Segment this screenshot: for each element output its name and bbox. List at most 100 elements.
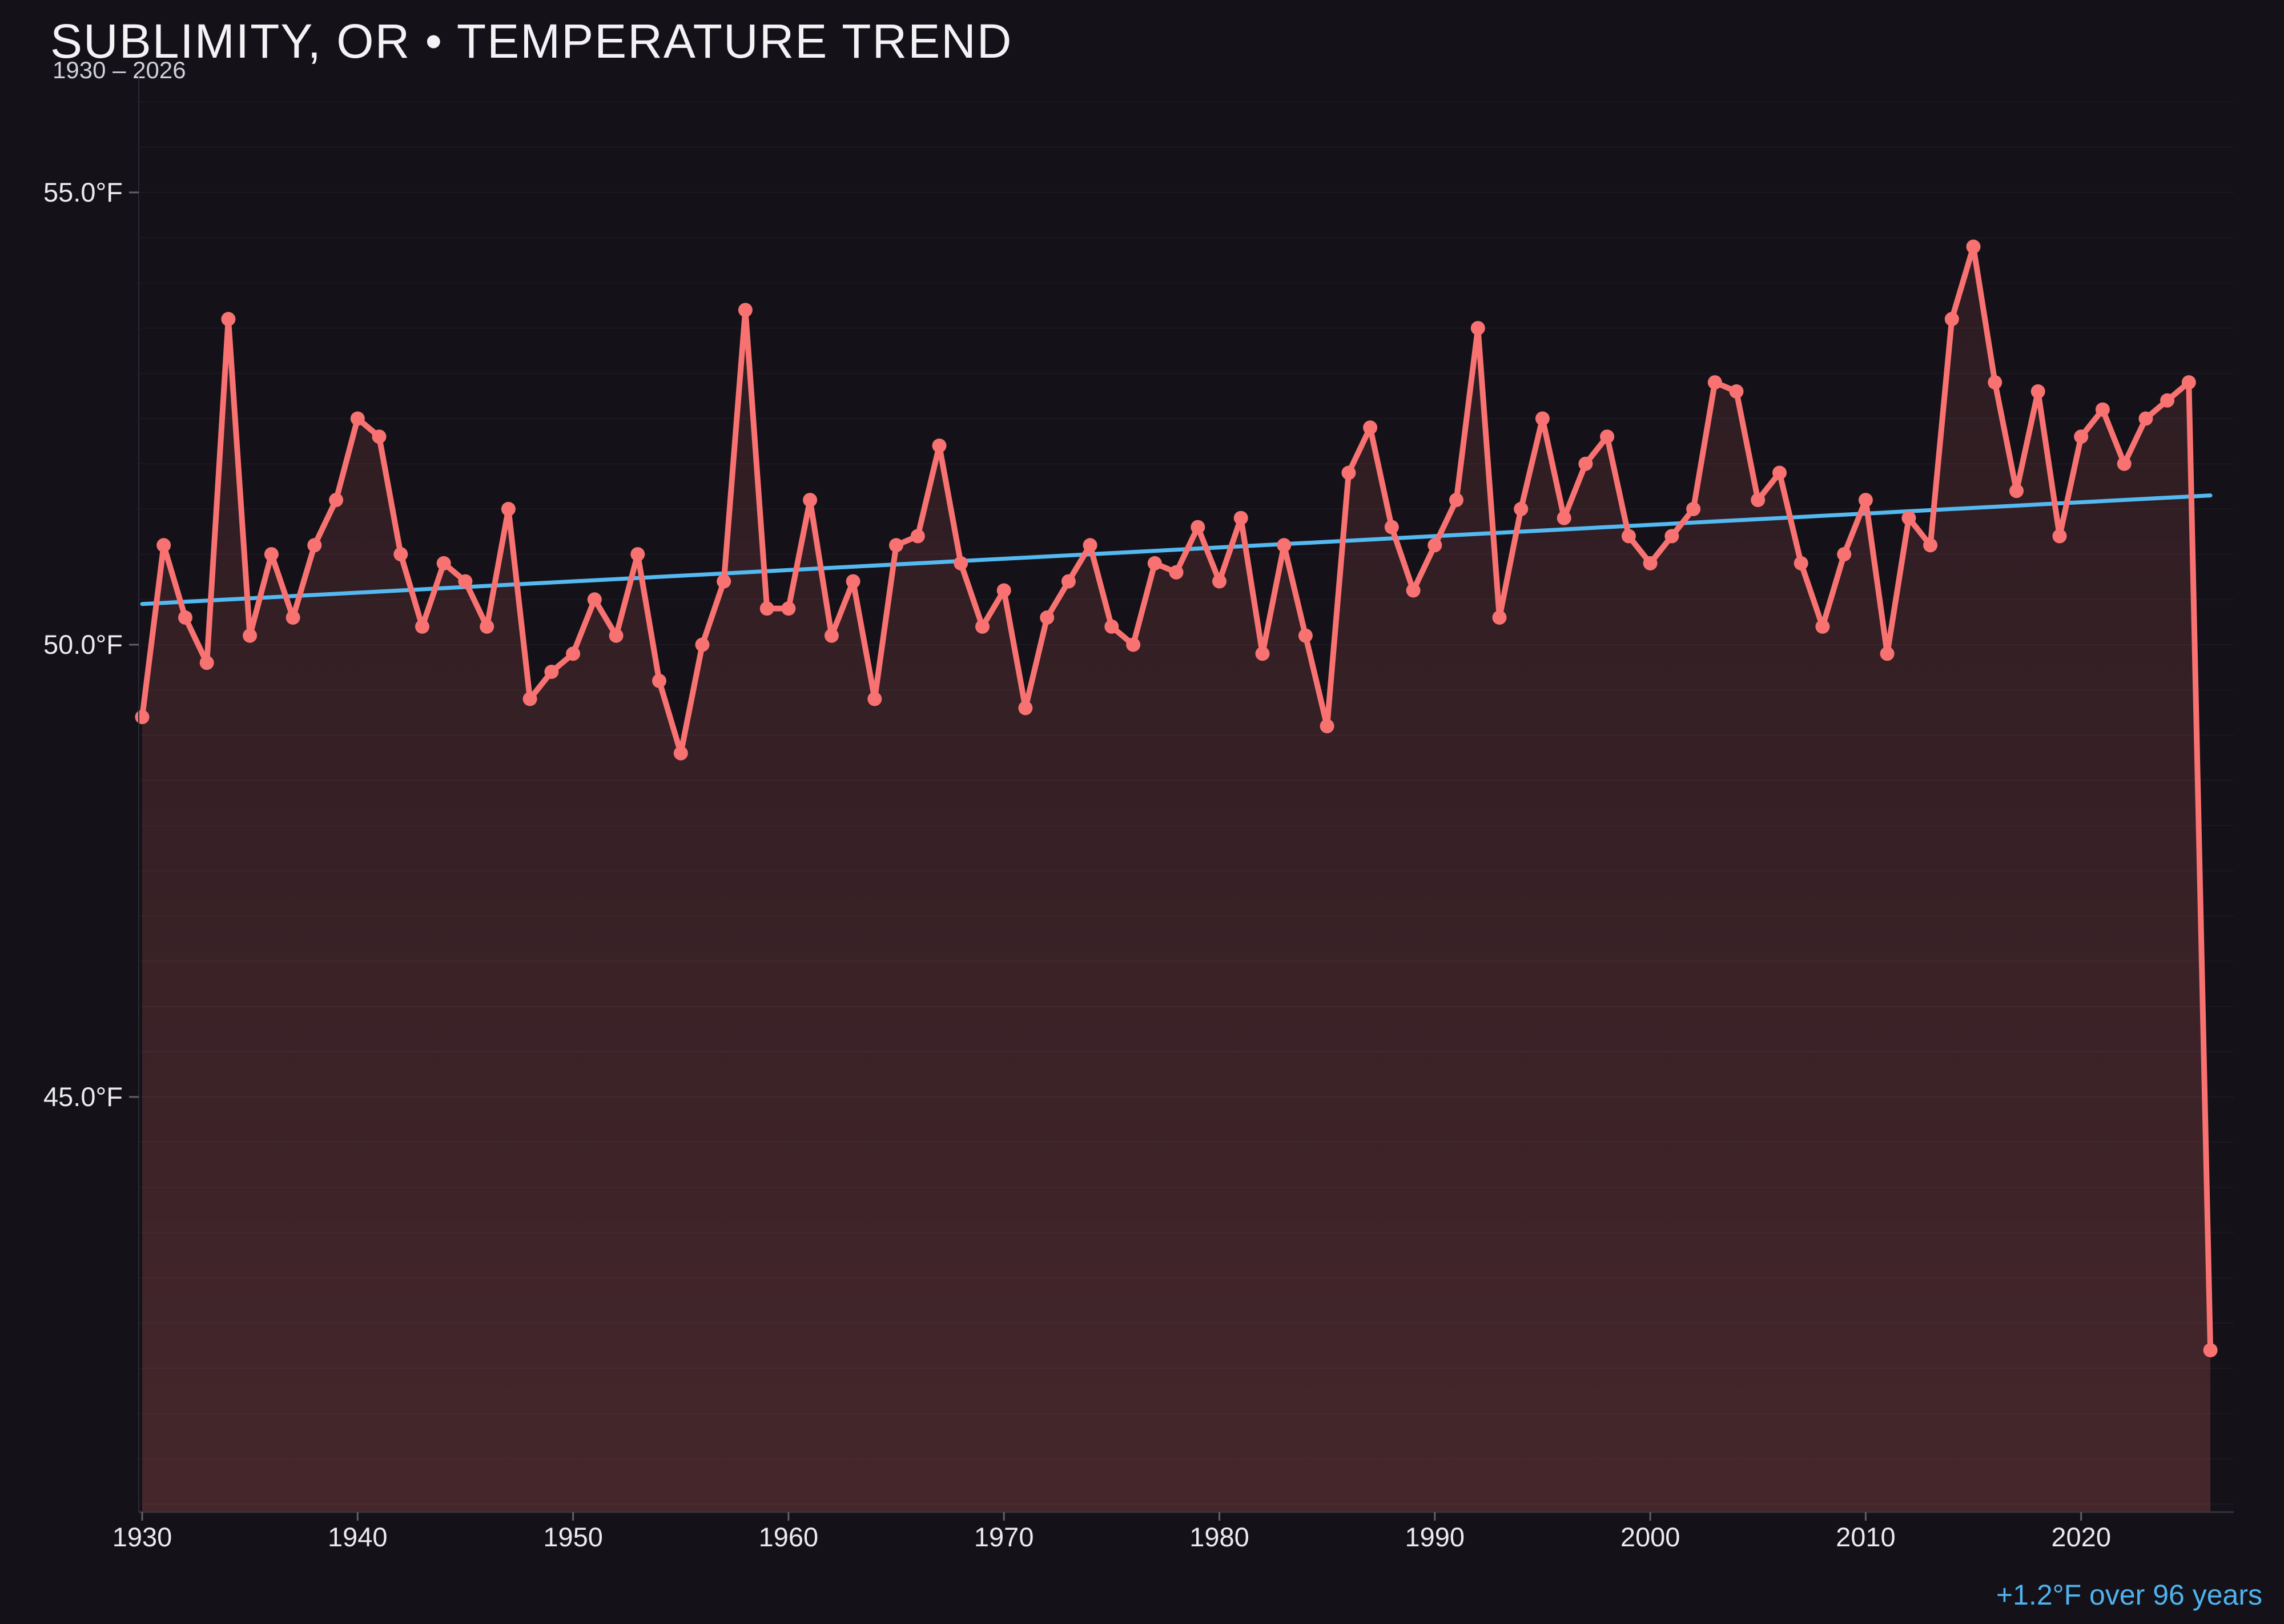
data-point	[1191, 520, 1205, 534]
data-point	[1061, 574, 1076, 589]
data-point	[350, 411, 365, 426]
data-point	[286, 610, 300, 625]
x-axis-label: 1970	[974, 1522, 1034, 1552]
data-point	[2117, 456, 2132, 471]
data-point	[458, 574, 473, 589]
data-point	[566, 646, 581, 661]
data-point	[480, 619, 494, 634]
data-point	[1169, 565, 1184, 580]
page-title: SUBLIMITY, OR • TEMPERATURE TREND	[50, 14, 1013, 68]
data-point	[372, 429, 387, 444]
x-axis-label: 1990	[1405, 1522, 1465, 1552]
data-point	[1772, 465, 1787, 480]
data-point	[199, 656, 214, 670]
data-point	[781, 601, 796, 616]
data-point	[1707, 375, 1722, 390]
page-subtitle: 1930 – 2026	[53, 57, 186, 83]
data-point	[1126, 637, 1141, 652]
y-axis-label: 55.0°F	[43, 177, 123, 207]
data-point	[221, 312, 236, 327]
data-point	[1988, 375, 2002, 390]
data-point	[436, 556, 451, 570]
data-point	[803, 493, 818, 508]
data-point	[889, 538, 903, 553]
y-axis-label: 50.0°F	[43, 629, 123, 660]
data-point	[1557, 510, 1571, 525]
data-point	[156, 538, 171, 553]
data-point	[738, 303, 753, 317]
x-axis-label: 2010	[1836, 1522, 1896, 1552]
data-point	[673, 746, 688, 761]
data-point	[307, 538, 322, 553]
data-point	[1341, 465, 1356, 480]
data-point	[1083, 538, 1097, 553]
data-point	[2074, 429, 2089, 444]
x-axis-label: 1930	[112, 1522, 172, 1552]
data-point	[135, 710, 150, 725]
data-point	[932, 439, 947, 453]
data-point	[178, 610, 192, 625]
data-point	[630, 547, 645, 562]
x-axis-label: 2000	[1620, 1522, 1680, 1552]
area-fill	[142, 247, 2211, 1512]
data-point	[996, 583, 1011, 598]
data-point	[846, 574, 860, 589]
data-point	[1686, 501, 1701, 516]
data-point	[1621, 529, 1636, 544]
data-point	[975, 619, 990, 634]
data-point	[1427, 538, 1442, 553]
x-axis-label: 1950	[543, 1522, 603, 1552]
data-point	[2160, 393, 2175, 408]
data-point	[910, 529, 925, 544]
data-point	[1492, 610, 1507, 625]
data-point	[522, 692, 537, 706]
data-point	[1320, 719, 1334, 734]
data-point	[2009, 484, 2024, 499]
data-point	[1406, 583, 1421, 598]
data-point	[243, 628, 258, 643]
data-point	[695, 637, 710, 652]
data-point	[329, 493, 344, 508]
data-point	[1578, 456, 1593, 471]
data-point	[1535, 411, 1550, 426]
data-point	[1233, 510, 1248, 525]
data-point	[1363, 420, 1378, 435]
data-point	[2052, 529, 2067, 544]
x-axis-label: 1960	[759, 1522, 819, 1552]
data-point	[1212, 574, 1227, 589]
data-point	[1837, 547, 1852, 562]
data-point	[867, 692, 882, 706]
data-point	[1729, 384, 1744, 399]
data-points	[135, 239, 2218, 1357]
data-point	[609, 628, 624, 643]
data-point	[2138, 411, 2153, 426]
x-axis-label: 1940	[328, 1522, 388, 1552]
data-point	[2030, 384, 2045, 399]
x-axis: 1930 1940 1950 1960 1970 1980 1990 2000 2010 2020	[112, 1512, 2111, 1552]
data-point	[717, 574, 731, 589]
data-point	[1104, 619, 1119, 634]
data-point	[2095, 402, 2110, 417]
data-point	[1944, 312, 1959, 327]
data-point	[1277, 538, 1292, 553]
data-point	[1858, 493, 1873, 508]
data-point	[1018, 701, 1033, 715]
data-point	[1751, 493, 1766, 508]
data-point	[1664, 529, 1679, 544]
data-point	[1815, 619, 1830, 634]
trend-annotation: +1.2°F over 96 years	[1996, 1579, 2262, 1611]
data-point	[1643, 556, 1658, 570]
data-point	[1514, 501, 1529, 516]
data-point	[1147, 556, 1162, 570]
data-point	[393, 547, 408, 562]
data-point	[824, 628, 839, 643]
data-point	[954, 556, 968, 570]
data-point	[1966, 239, 1981, 254]
data-point	[1901, 510, 1916, 525]
data-point	[1298, 628, 1313, 643]
data-point	[1255, 646, 1270, 661]
data-point	[415, 619, 429, 634]
data-point	[1040, 610, 1055, 625]
